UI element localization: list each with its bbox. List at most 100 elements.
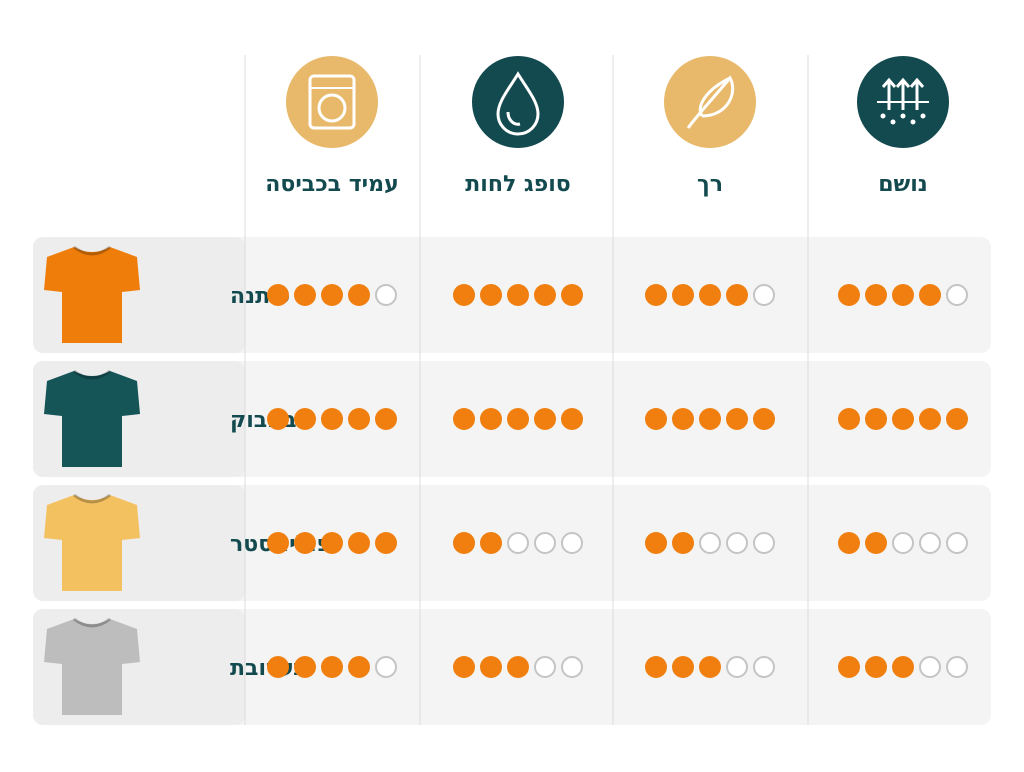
dot-filled	[672, 532, 694, 554]
dot-filled	[865, 656, 887, 678]
dot-filled	[321, 532, 343, 554]
dot-empty	[919, 532, 941, 554]
shirt	[44, 371, 140, 467]
rating	[645, 408, 775, 430]
dot-empty	[919, 656, 941, 678]
dot-filled	[267, 284, 289, 306]
dot-filled	[561, 284, 583, 306]
column-header: עמיד בכביסה	[265, 172, 398, 197]
dot-filled	[507, 284, 529, 306]
dot-filled	[453, 284, 475, 306]
rating	[267, 284, 397, 306]
rating	[645, 532, 775, 554]
dot-empty	[375, 284, 397, 306]
rating	[838, 284, 968, 306]
dot-filled	[507, 408, 529, 430]
rating	[267, 656, 397, 678]
rating	[838, 656, 968, 678]
icon-drop	[880, 113, 886, 119]
dot-filled	[838, 656, 860, 678]
dot-filled	[672, 284, 694, 306]
dot-filled	[838, 284, 860, 306]
dot-filled	[645, 408, 667, 430]
dot-filled	[453, 656, 475, 678]
dot-filled	[838, 408, 860, 430]
column-header: נושם	[878, 172, 928, 197]
dot-filled	[534, 408, 556, 430]
shirt	[44, 495, 140, 591]
dot-filled	[348, 532, 370, 554]
dot-filled	[453, 532, 475, 554]
dot-filled	[865, 408, 887, 430]
dot-filled	[321, 408, 343, 430]
dot-filled	[865, 284, 887, 306]
icon-machine	[308, 74, 356, 130]
dot-empty	[534, 532, 556, 554]
dot-filled	[672, 408, 694, 430]
dot-filled	[267, 408, 289, 430]
icon-drop	[920, 113, 926, 119]
dot-filled	[321, 656, 343, 678]
dot-empty	[561, 532, 583, 554]
dot-filled	[267, 656, 289, 678]
dot-filled	[753, 408, 775, 430]
dot-filled	[480, 408, 502, 430]
icon-drop	[890, 119, 896, 125]
dot-filled	[480, 656, 502, 678]
icon-drop	[910, 119, 916, 125]
rating	[838, 408, 968, 430]
rating	[645, 656, 775, 678]
dot-empty	[507, 532, 529, 554]
dot-empty	[753, 656, 775, 678]
dot-filled	[294, 284, 316, 306]
dot-filled	[919, 284, 941, 306]
dot-empty	[753, 532, 775, 554]
dot-filled	[645, 284, 667, 306]
rating	[453, 408, 583, 430]
dot-filled	[699, 284, 721, 306]
shirt-collar	[73, 245, 111, 256]
dot-filled	[348, 284, 370, 306]
dot-filled	[892, 284, 914, 306]
icon-glyph	[686, 75, 735, 129]
dot-filled	[375, 408, 397, 430]
icon-arrow	[895, 77, 911, 110]
dot-filled	[321, 284, 343, 306]
icon-drop	[900, 113, 906, 119]
dot-filled	[699, 656, 721, 678]
dot-empty	[534, 656, 556, 678]
dot-empty	[699, 532, 721, 554]
icon-glyph	[877, 77, 929, 125]
dot-empty	[726, 656, 748, 678]
dot-filled	[453, 408, 475, 430]
dot-filled	[267, 532, 289, 554]
dot-filled	[294, 408, 316, 430]
dot-filled	[480, 284, 502, 306]
dot-filled	[726, 284, 748, 306]
column-header: סופג לחות	[465, 172, 570, 197]
dot-filled	[645, 656, 667, 678]
rating	[645, 284, 775, 306]
dot-empty	[726, 532, 748, 554]
shirt	[44, 247, 140, 343]
icon-arrow	[909, 77, 925, 110]
dot-filled	[534, 284, 556, 306]
dot-filled	[919, 408, 941, 430]
dot-filled	[892, 656, 914, 678]
icon-feather	[686, 75, 735, 129]
icon-door	[317, 93, 347, 123]
dot-filled	[375, 532, 397, 554]
dot-filled	[672, 656, 694, 678]
shirt-collar	[73, 369, 111, 380]
rating	[267, 408, 397, 430]
dot-empty	[375, 656, 397, 678]
dot-filled	[294, 532, 316, 554]
dot-empty	[946, 656, 968, 678]
dot-empty	[946, 284, 968, 306]
icon-glyph	[496, 71, 540, 136]
icon-arrow	[881, 77, 897, 110]
dot-filled	[645, 532, 667, 554]
dot-filled	[865, 532, 887, 554]
